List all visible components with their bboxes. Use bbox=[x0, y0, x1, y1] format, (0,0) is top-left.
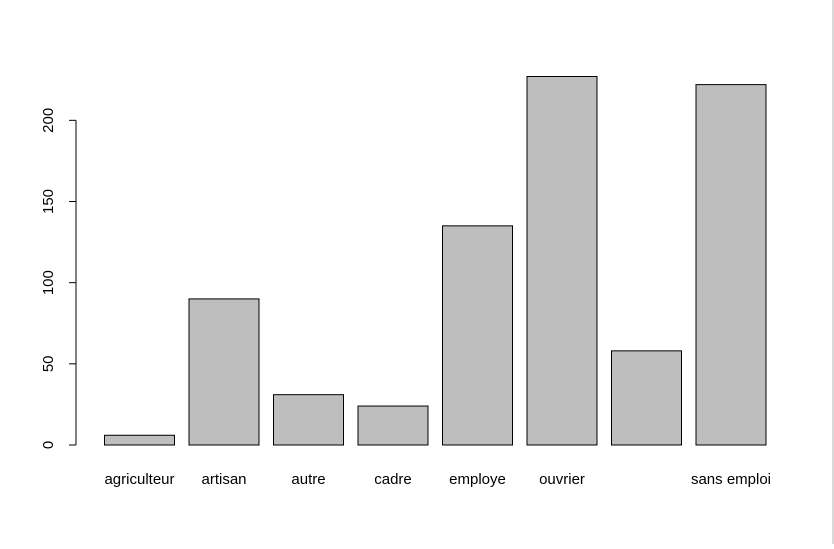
bar-agriculteur bbox=[104, 434, 175, 446]
y-tick-label: 150 bbox=[40, 189, 57, 214]
x-tick-label: artisan bbox=[201, 471, 246, 488]
window-right-edge bbox=[832, 0, 834, 544]
y-tick-label: 100 bbox=[40, 270, 57, 295]
bars-group bbox=[104, 76, 767, 446]
x-tick-label: ouvrier bbox=[539, 471, 585, 488]
bar-employe bbox=[442, 225, 513, 446]
y-tick-label: 200 bbox=[40, 108, 57, 133]
x-tick-label: autre bbox=[291, 471, 325, 488]
x-axis-labels: agriculteur artisan autre cadre employe ouvri… bbox=[104, 471, 771, 488]
x-tick-label: agriculteur bbox=[104, 471, 174, 488]
x-tick-label: employe bbox=[449, 471, 506, 488]
y-tick-label: 50 bbox=[40, 355, 57, 372]
bar-artisan bbox=[188, 298, 260, 446]
bar-unlabeled bbox=[611, 350, 682, 446]
bar-sans-emploi bbox=[695, 84, 767, 446]
x-tick-label: cadre bbox=[374, 471, 412, 488]
bar-cadre bbox=[357, 405, 429, 446]
y-tick-label: 0 bbox=[40, 441, 57, 449]
bar-autre bbox=[273, 394, 344, 446]
x-tick-label: sans emploi bbox=[691, 471, 771, 488]
bar-ouvrier bbox=[526, 76, 598, 446]
y-axis: 0 50 100 150 200 bbox=[40, 108, 77, 449]
